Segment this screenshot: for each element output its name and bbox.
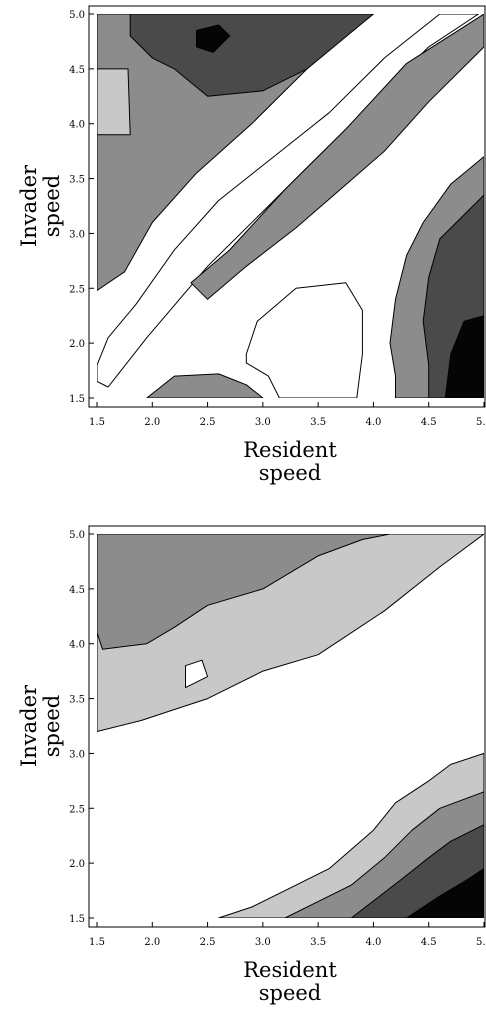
bottom-plot-x-tick-label-7: 5.0 xyxy=(476,937,486,948)
top-plot-x-tick-label-0: 1.5 xyxy=(89,417,105,428)
bottom-plot-x-tick-label-5: 4.0 xyxy=(365,937,381,948)
bottom-plot-x-tick-label-3: 3.0 xyxy=(255,937,271,948)
contour-plot-bottom-svg: 1.5 2.0 2.5 3.0 3.5 4.0 4.5 5.0 1.5 2.0 2.5 3.0 3.5 4… xyxy=(17,525,486,1005)
bottom-plot-y-axis-title-line-0: Invader xyxy=(17,684,41,767)
bottom-plot-y-tick-label-0: 1.5 xyxy=(69,914,85,925)
top-plot-x-tick-label-4: 3.5 xyxy=(310,417,326,428)
bottom-plot-y-tick-label-2: 2.5 xyxy=(69,804,85,815)
bottom-plot-y-tick-label-6: 4.5 xyxy=(69,585,85,596)
bottom-plot-y-tick-label-1: 2.0 xyxy=(69,859,85,870)
bottom-plot-x-tick-label-4: 3.5 xyxy=(310,937,326,948)
top-plot-x-tick-label-5: 4.0 xyxy=(365,417,381,428)
top-plot-contour-region-0 xyxy=(97,14,374,291)
top-plot-x-tick-label-3: 3.0 xyxy=(255,417,271,428)
top-plot-contour-region-4 xyxy=(97,14,479,388)
contour-plot-bottom: 1.5 2.0 2.5 3.0 3.5 4.0 4.5 5.0 1.5 2.0 2.5 3.0 3.5 4… xyxy=(0,520,486,1020)
contour-plot-top-svg: 1.5 2.0 2.5 3.0 3.5 4.0 4.5 5.0 1.5 2.0 2.5 3.0 3.5 4… xyxy=(17,5,486,485)
top-plot-contour-region-10 xyxy=(444,315,484,398)
bottom-plot-contour-region-6 xyxy=(406,868,484,918)
bottom-plot-x-tick-label-1: 2.0 xyxy=(144,937,160,948)
top-plot-contour-region-2 xyxy=(196,24,231,53)
bottom-plot-y-tick-label-3: 3.0 xyxy=(69,749,85,760)
top-plot-y-tick-label-1: 2.0 xyxy=(69,339,85,350)
top-plot-y-axis-title-line-0: Invader xyxy=(17,164,41,247)
bottom-plot-contour-region-2 xyxy=(97,534,391,650)
bottom-plot-x-tick-label-2: 2.5 xyxy=(200,937,216,948)
top-plot-y-tick-label-0: 1.5 xyxy=(69,394,85,405)
top-plot-x-axis-title-line-0: Resident xyxy=(243,438,337,462)
top-plot-contour-region-7 xyxy=(245,282,363,398)
bottom-plot-y-tick-label-7: 5.0 xyxy=(69,530,85,541)
top-plot-contour-region-6 xyxy=(146,373,264,398)
top-plot-x-axis-title-line-1: speed xyxy=(259,461,322,485)
top-plot-y-tick-label-7: 5.0 xyxy=(69,10,85,21)
bottom-plot-x-axis-title-line-0: Resident xyxy=(243,958,337,982)
top-plot-y-tick-label-3: 3.0 xyxy=(69,229,85,240)
top-plot-x-tick-label-2: 2.5 xyxy=(200,417,216,428)
top-plot-y-tick-label-5: 4.0 xyxy=(69,120,85,131)
top-plot-y-axis-title-line-1: speed xyxy=(40,175,64,238)
top-plot-y-tick-label-6: 4.5 xyxy=(69,65,85,76)
top-plot-x-tick-label-6: 4.5 xyxy=(421,417,437,428)
top-plot-contour-region-1 xyxy=(129,14,374,97)
top-plot-contour-region-3 xyxy=(97,68,131,136)
bottom-plot-contour-region-1 xyxy=(185,659,209,689)
bottom-plot-y-tick-label-4: 3.5 xyxy=(69,695,85,706)
contour-plot-top: 1.5 2.0 2.5 3.0 3.5 4.0 4.5 5.0 1.5 2.0 2.5 3.0 3.5 4… xyxy=(0,0,486,500)
top-plot-contour-region-5 xyxy=(190,14,484,300)
top-plot-x-tick-label-7: 5.0 xyxy=(476,417,486,428)
bottom-plot-y-axis-title-line-1: speed xyxy=(40,695,64,758)
bottom-plot-x-tick-label-0: 1.5 xyxy=(89,937,105,948)
top-plot-y-tick-label-4: 3.5 xyxy=(69,175,85,186)
top-plot-y-tick-label-2: 2.5 xyxy=(69,284,85,295)
bottom-plot-x-axis-title-line-1: speed xyxy=(259,981,322,1005)
bottom-plot-x-tick-label-6: 4.5 xyxy=(421,937,437,948)
bottom-plot-y-tick-label-5: 4.0 xyxy=(69,640,85,651)
top-plot-x-tick-label-1: 2.0 xyxy=(144,417,160,428)
